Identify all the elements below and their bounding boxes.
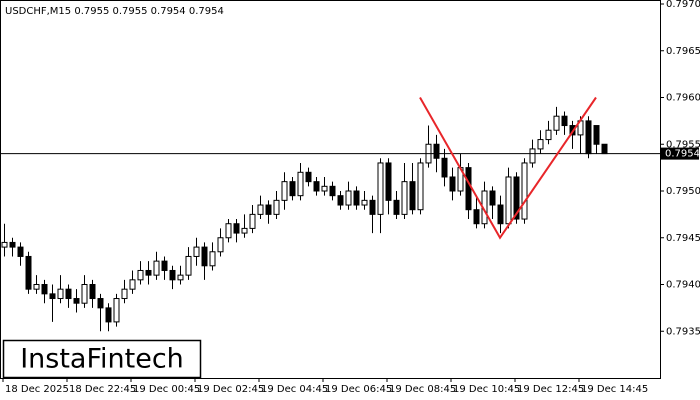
candle-body: [105, 307, 112, 323]
candle-body: [257, 204, 264, 215]
y-tick-label: 0.7950: [666, 186, 700, 197]
candle-body: [265, 204, 272, 215]
x-tick-label: 18 Dec 22:45: [69, 384, 136, 395]
candle-body: [9, 241, 16, 248]
candle-body: [601, 143, 608, 155]
candle-body: [297, 171, 304, 197]
candle-body: [441, 157, 448, 178]
candle-body: [465, 167, 472, 211]
candle-body: [185, 255, 192, 276]
x-tick-label: 19 Dec 04:45: [261, 384, 328, 395]
x-tick-label: 19 Dec 10:45: [453, 384, 520, 395]
candle-body: [145, 269, 152, 276]
logo-box: [2, 339, 202, 379]
candle-body: [217, 237, 224, 253]
candle-body: [113, 298, 120, 323]
chart-title: USDCHF,M15 0.7955 0.7955 0.7954 0.7954: [5, 6, 224, 17]
candle-body: [377, 162, 384, 215]
pattern-line: [419, 96, 597, 240]
candle-body: [193, 246, 200, 257]
current-price-box: [661, 147, 699, 160]
x-tick-label: 19 Dec 06:45: [325, 384, 392, 395]
candle-body: [281, 181, 288, 201]
candle-body: [385, 162, 392, 201]
plot-frame: [0, 0, 661, 379]
candle-body: [241, 227, 248, 234]
y-tick-label: 0.7970: [666, 0, 700, 10]
x-tick-label: 19 Dec 12:45: [517, 384, 584, 395]
candle-body: [345, 190, 352, 206]
candle-body: [313, 181, 320, 192]
candle-body: [289, 181, 296, 197]
candle-body: [81, 284, 88, 304]
candle-body: [489, 190, 496, 206]
x-tick-label: 19 Dec 14:45: [581, 384, 648, 395]
candle-body: [561, 115, 568, 127]
candle-body: [585, 120, 592, 155]
x-tick-label: 19 Dec 02:45: [197, 384, 264, 395]
candle-body: [521, 162, 528, 220]
candle-body: [249, 213, 256, 229]
candle-body: [233, 223, 240, 234]
candle-body: [593, 125, 600, 145]
candle-body: [17, 246, 24, 257]
candle-body: [1, 241, 8, 248]
candle-body: [497, 204, 504, 225]
candle-body: [369, 199, 376, 215]
y-tick-label: 0.7940: [666, 280, 700, 291]
candle-body: [169, 269, 176, 281]
candle-body: [89, 284, 96, 300]
candle-body: [209, 251, 216, 267]
candle-body: [225, 223, 232, 239]
candle-body: [161, 260, 168, 271]
candle-body: [49, 293, 56, 300]
candle-body: [25, 255, 32, 290]
candle-body: [57, 288, 64, 300]
y-tick-label: 0.7965: [666, 46, 700, 57]
candle-body: [97, 298, 104, 309]
candle-body: [417, 162, 424, 211]
current-price-label: 0.7954: [665, 149, 700, 160]
candle-body: [273, 199, 280, 215]
y-tick-label: 0.7955: [666, 139, 700, 150]
candle-body: [337, 195, 344, 206]
candle-body: [545, 129, 552, 141]
candle-body: [73, 298, 80, 304]
candle-body: [177, 274, 184, 281]
candle-body: [361, 199, 368, 206]
candle-body: [121, 288, 128, 300]
y-tick-label: 0.7945: [666, 233, 700, 244]
candle-body: [305, 171, 312, 183]
candle-body: [449, 176, 456, 192]
y-tick-label: 0.7960: [666, 93, 700, 104]
candle-body: [201, 246, 208, 267]
candle-body: [393, 199, 400, 215]
x-tick-label: 19 Dec 08:45: [389, 384, 456, 395]
x-tick-label: 18 Dec 2025: [5, 384, 69, 395]
candle-body: [321, 185, 328, 192]
x-tick-label: 19 Dec 00:45: [133, 384, 200, 395]
candle-body: [505, 176, 512, 225]
candle-body: [329, 185, 336, 197]
candle-body: [433, 143, 440, 159]
candle-body: [529, 148, 536, 164]
candle-body: [553, 115, 560, 131]
candle-body: [129, 279, 136, 290]
candle-body: [41, 284, 48, 295]
candle-body: [353, 190, 360, 206]
logo: InstaFintech: [20, 344, 184, 375]
candle-body: [513, 176, 520, 220]
candle-body: [33, 284, 40, 290]
candle-body: [153, 260, 160, 276]
candle-body: [473, 209, 480, 225]
candle-body: [409, 181, 416, 211]
candle-body: [137, 269, 144, 281]
y-tick-label: 0.7935: [666, 326, 700, 337]
candle-body: [401, 181, 408, 215]
candle-body: [65, 288, 72, 300]
candle-body: [537, 139, 544, 150]
